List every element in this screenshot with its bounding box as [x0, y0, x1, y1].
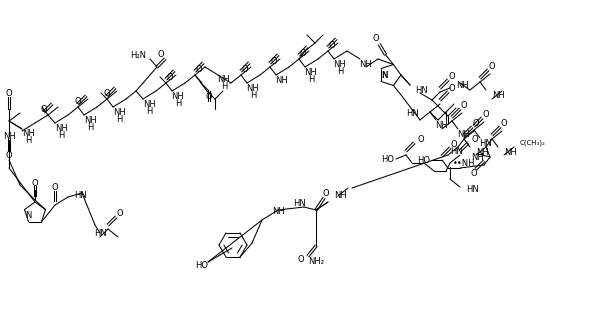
- Text: O: O: [323, 189, 329, 198]
- Text: O: O: [196, 65, 202, 74]
- Text: NH: NH: [435, 121, 448, 129]
- Text: H: H: [221, 82, 227, 91]
- Text: O: O: [297, 256, 304, 265]
- Text: O: O: [448, 83, 455, 92]
- Text: O: O: [104, 88, 110, 98]
- Text: HO: HO: [381, 154, 394, 163]
- Text: NH: NH: [172, 91, 184, 100]
- Text: O: O: [483, 109, 489, 118]
- Text: NH: NH: [84, 116, 96, 125]
- Text: HN: HN: [293, 200, 306, 209]
- Text: O: O: [489, 61, 496, 70]
- Text: H₂N: H₂N: [130, 50, 146, 60]
- Text: O: O: [117, 209, 123, 218]
- Text: N: N: [25, 210, 31, 219]
- Text: NH: NH: [360, 60, 372, 69]
- Text: NH: NH: [55, 124, 67, 133]
- Text: H: H: [250, 91, 256, 99]
- Text: N: N: [381, 70, 387, 79]
- Text: HN: HN: [466, 185, 478, 194]
- Text: NH: NH: [218, 74, 230, 83]
- Text: H: H: [337, 66, 343, 75]
- Text: H: H: [308, 74, 314, 83]
- Text: NH: NH: [456, 81, 468, 90]
- Text: H: H: [116, 115, 122, 124]
- Text: NH: NH: [22, 129, 34, 138]
- Text: NH: NH: [504, 147, 517, 156]
- Text: O: O: [501, 118, 507, 128]
- Text: H: H: [25, 136, 31, 145]
- Text: HO: HO: [195, 260, 208, 269]
- Text: ••NH: ••NH: [453, 159, 476, 167]
- Text: O: O: [32, 179, 38, 188]
- Text: O: O: [75, 96, 81, 105]
- Text: NH: NH: [492, 91, 505, 99]
- Text: O: O: [418, 134, 425, 143]
- Text: HN: HN: [94, 228, 106, 238]
- Text: O: O: [167, 73, 173, 82]
- Text: H: H: [58, 130, 64, 139]
- Text: O: O: [242, 65, 248, 74]
- Text: C(CH₃)₂: C(CH₃)₂: [520, 140, 546, 146]
- Text: O: O: [271, 57, 277, 66]
- Text: HO: HO: [417, 155, 430, 164]
- Text: O: O: [461, 100, 467, 109]
- Text: HN: HN: [74, 191, 87, 200]
- Text: O: O: [206, 91, 212, 100]
- Text: H: H: [146, 107, 152, 116]
- Text: O: O: [6, 88, 12, 98]
- Text: O: O: [451, 139, 457, 149]
- Text: H: H: [175, 99, 181, 108]
- Text: NH: NH: [2, 132, 15, 141]
- Text: O: O: [372, 34, 379, 43]
- Text: O: O: [300, 49, 306, 57]
- Text: NH: NH: [334, 192, 347, 201]
- Text: NH: NH: [247, 83, 260, 92]
- Text: H: H: [87, 122, 93, 132]
- Text: NH: NH: [458, 129, 470, 138]
- Text: NH: NH: [304, 67, 317, 77]
- Text: NH: NH: [333, 60, 346, 69]
- Text: HN: HN: [480, 138, 493, 147]
- Text: O: O: [41, 104, 47, 113]
- Text: NH: NH: [113, 108, 126, 116]
- Text: O: O: [52, 183, 58, 192]
- Text: NH: NH: [471, 153, 484, 162]
- Text: O: O: [472, 134, 478, 143]
- Text: NH: NH: [476, 147, 489, 156]
- Text: NH: NH: [143, 99, 155, 108]
- Text: NH: NH: [272, 208, 285, 217]
- Text: O: O: [448, 71, 455, 81]
- Text: O: O: [473, 118, 479, 128]
- Text: HN: HN: [415, 86, 428, 95]
- Text: O: O: [158, 49, 164, 58]
- Text: N: N: [381, 70, 387, 79]
- Text: NH₂: NH₂: [308, 257, 324, 266]
- Text: HN: HN: [407, 108, 419, 117]
- Text: O: O: [471, 168, 477, 177]
- Text: O: O: [329, 40, 335, 49]
- Text: NH: NH: [276, 75, 289, 84]
- Text: HN: HN: [450, 146, 463, 155]
- Text: O: O: [6, 150, 12, 159]
